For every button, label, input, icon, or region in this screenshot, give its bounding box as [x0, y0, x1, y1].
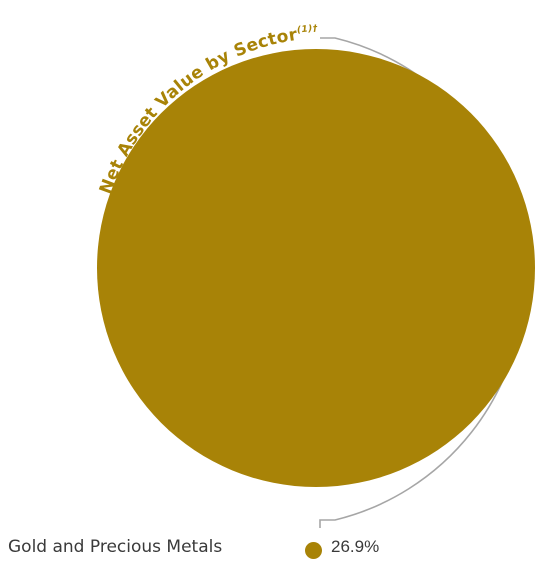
- pie-slice-gold-and-precious-metals: [97, 49, 535, 487]
- legend-swatch-gold-and-precious-metals: [305, 542, 322, 559]
- legend-value-gold-and-precious-metals: 26.9%: [331, 537, 380, 556]
- legend-label-gold-and-precious-metals: Gold and Precious Metals: [8, 537, 223, 557]
